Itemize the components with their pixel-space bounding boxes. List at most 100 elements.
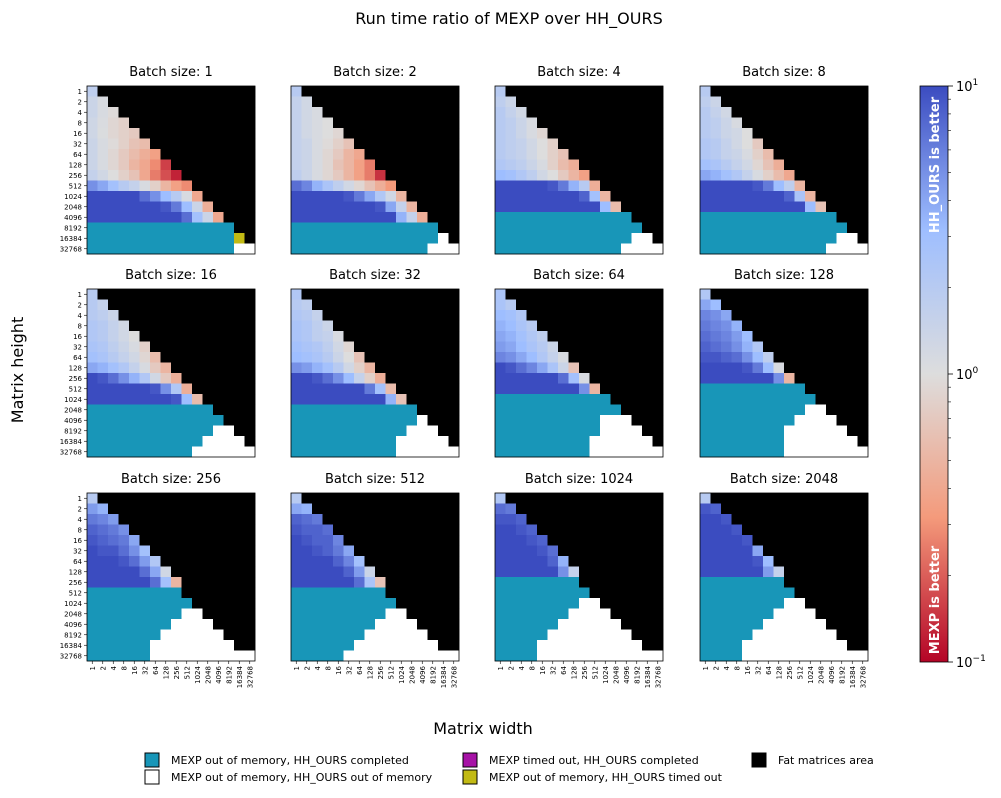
heatmap-cell [731, 383, 743, 395]
heatmap-cell [547, 446, 559, 458]
heatmap-cell [171, 493, 182, 504]
heatmap-cell [150, 222, 161, 234]
heatmap-cell [516, 577, 527, 588]
heatmap-cell [763, 425, 774, 437]
heatmap-cell [710, 608, 722, 620]
heatmap-cell [364, 503, 376, 515]
y-tick-label: 32 [73, 547, 82, 555]
heatmap-cell [505, 180, 517, 192]
heatmap-cell [794, 493, 806, 504]
x-tick-label: 64 [560, 665, 568, 674]
heatmap-cell [652, 331, 664, 342]
heatmap-cell [631, 650, 643, 662]
heatmap-cell [291, 180, 302, 192]
heatmap-cell [448, 493, 460, 504]
heatmap-cell [213, 341, 224, 353]
heatmap-cell [742, 608, 753, 620]
heatmap-cell [579, 556, 590, 567]
heatmap-cell [815, 149, 827, 160]
heatmap-cell [192, 159, 203, 171]
heatmap-cell [343, 170, 355, 181]
heatmap-cell [139, 138, 151, 150]
heatmap-cell [752, 577, 764, 588]
heatmap-cell [815, 545, 827, 557]
heatmap-cell [160, 289, 172, 300]
heatmap-cell [652, 608, 664, 620]
heatmap-cell [495, 640, 506, 651]
heatmap-cell [223, 180, 235, 192]
heatmap-cell [516, 566, 527, 578]
heatmap-cell [579, 222, 590, 234]
heatmap-cell [773, 128, 785, 139]
heatmap-cell [129, 608, 140, 620]
heatmap-cell [181, 404, 193, 416]
heatmap-cell [710, 373, 722, 384]
heatmap-cell [150, 556, 161, 567]
heatmap-cell [652, 425, 664, 437]
x-tick-label: 2048 [204, 666, 212, 684]
heatmap-cell [87, 117, 98, 129]
heatmap-cell [244, 404, 256, 416]
heatmap-cell [537, 310, 548, 321]
heatmap-cell [805, 503, 816, 515]
heatmap-cell [621, 233, 632, 244]
heatmap-cell [805, 577, 816, 588]
heatmap-cell [438, 128, 449, 139]
heatmap-cell [721, 394, 732, 405]
heatmap-cell [202, 619, 214, 630]
heatmap-cell [652, 149, 664, 160]
heatmap-cell [589, 394, 601, 405]
heatmap-cell [291, 394, 302, 405]
heatmap-cell [516, 341, 527, 353]
heatmap-cell [108, 233, 119, 244]
heatmap-cell [773, 556, 785, 567]
heatmap-cell [642, 212, 653, 223]
heatmap-cell [589, 404, 601, 416]
heatmap-cell [438, 640, 449, 651]
heatmap-cell [354, 373, 365, 384]
heatmap-cell [375, 493, 386, 504]
legend-label: Fat matrices area [778, 754, 874, 767]
heatmap-cell [139, 587, 151, 599]
heatmap-cell [129, 299, 140, 311]
heatmap-cell [343, 138, 355, 150]
heatmap-cell [375, 608, 386, 620]
heatmap-cell [547, 373, 559, 384]
heatmap-cell [139, 117, 151, 129]
heatmap-cell [558, 362, 569, 374]
heatmap-cell [108, 117, 119, 129]
heatmap-cell [291, 566, 302, 578]
heatmap-cell [385, 243, 397, 255]
heatmap-cell [375, 404, 386, 416]
heatmap-cell [516, 535, 527, 546]
heatmap-cell [763, 394, 774, 405]
heatmap-cell [301, 608, 313, 620]
heatmap-cell [773, 96, 785, 108]
heatmap-cell [333, 415, 344, 426]
heatmap-cell [794, 107, 806, 118]
heatmap-cell [213, 587, 224, 599]
heatmap-cell [815, 556, 827, 567]
heatmap-cell [537, 587, 548, 599]
heatmap-cell [97, 619, 109, 630]
heatmap-cell [406, 128, 418, 139]
heatmap-cell [495, 191, 506, 202]
heatmap-cell [847, 545, 858, 557]
heatmap-cell [731, 608, 743, 620]
heatmap-cell [427, 128, 439, 139]
heatmap-cell [773, 233, 785, 244]
heatmap-cell [129, 446, 140, 458]
heatmap-cell [333, 149, 344, 160]
heatmap-cell [579, 180, 590, 192]
heatmap-cell [354, 436, 365, 447]
heatmap-cell [495, 425, 506, 437]
heatmap-cell [579, 233, 590, 244]
heatmap-cell [805, 493, 816, 504]
heatmap-cell [448, 86, 460, 97]
heatmap-cell [621, 128, 632, 139]
heatmap-cell [427, 201, 439, 213]
heatmap-cell [87, 493, 98, 504]
heatmap-cell [301, 587, 313, 599]
y-tick-label: 2 [78, 98, 82, 106]
heatmap-cell [364, 608, 376, 620]
